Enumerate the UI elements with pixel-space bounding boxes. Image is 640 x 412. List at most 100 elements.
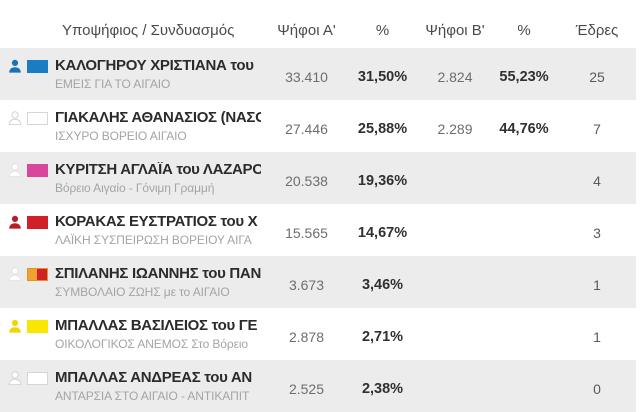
seats-value: 1 <box>593 329 601 345</box>
candidate-person-icon <box>9 59 21 73</box>
candidate-name: ΜΠΑΛΛΑΣ ΒΑΣΙΛΕΙΟΣ του ΓΕ <box>55 318 258 334</box>
candidate-name: ΜΠΑΛΛΑΣ ΑΝΔΡΕΑΣ του ΑΝ <box>55 370 252 386</box>
votes-a-value: 3.673 <box>288 277 325 293</box>
table-header-row: Υποψήφιος / Συνδυασμός Ψήφοι Α' % Ψήφοι … <box>0 0 636 48</box>
candidate-name: ΚΟΡΑΚΑΣ ΕΥΣΤΡΑΤΙΟΣ του Χ <box>55 214 258 230</box>
candidate-icons <box>8 215 48 229</box>
pct-a-value: 25,88% <box>357 121 408 137</box>
party-name: Βόρειο Αιγαίο - Γόνιμη Γραμμή <box>55 181 215 195</box>
candidate-text: ΓΙΑΚΑΛΗΣ ΑΘΑΝΑΣΙΟΣ (ΝΑΣΟ ΙΣΧΥΡΟ ΒΟΡΕΙΟ Α… <box>55 110 261 143</box>
table-row[interactable]: ΚΥΡΙΤΣΗ ΑΓΛΑΪΑ του ΛΑΖΑΡΟ Βόρειο Αιγαίο … <box>0 152 636 204</box>
table-row[interactable]: ΣΠΙΛΑΝΗΣ ΙΩΑΝΝΗΣ του ΠΑΝ ΣΥΜΒΟΛΑΙΟ ΖΩΗΣ … <box>0 256 636 308</box>
candidate-text: ΜΠΑΛΛΑΣ ΒΑΣΙΛΕΙΟΣ του ΓΕ ΟΙΚΟΛΟΓΙΚΟΣ ΑΝΕ… <box>55 318 261 351</box>
pct-a-value: 2,71% <box>361 329 404 345</box>
votes-b-value <box>420 152 490 204</box>
votes-b-column-header: Ψήφοι Β' <box>425 22 485 39</box>
seats-value: 0 <box>593 381 601 397</box>
votes-b-value <box>420 204 490 256</box>
candidate-person-icon <box>8 111 22 125</box>
seats-value: 1 <box>593 277 601 293</box>
candidate-text: ΣΠΙΛΑΝΗΣ ΙΩΑΝΝΗΣ του ΠΑΝ ΣΥΜΒΟΛΑΙΟ ΖΩΗΣ … <box>55 266 261 299</box>
candidate-cell: ΜΠΑΛΛΑΣ ΒΑΣΙΛΕΙΟΣ του ΓΕ ΟΙΚΟΛΟΓΙΚΟΣ ΑΝΕ… <box>0 308 268 360</box>
pct-b-value <box>490 152 558 204</box>
candidate-text: ΚΑΛΟΓΗΡΟΥ ΧΡΙΣΤΙΑΝΑ του ΕΜΕΙΣ ΓΙΑ ΤΟ ΑΙΓ… <box>55 58 261 91</box>
candidate-icons <box>8 111 48 125</box>
party-name: ΟΙΚΟΛΟΓΙΚΟΣ ΑΝΕΜΟΣ Στο Βόρειο <box>55 337 248 351</box>
votes-a-value: 27.446 <box>285 121 328 137</box>
candidate-person-icon <box>8 163 22 177</box>
candidate-icons <box>8 163 48 177</box>
pct-a-value: 19,36% <box>357 173 408 189</box>
party-color-swatch <box>27 319 48 333</box>
votes-a-value: 20.538 <box>285 173 328 189</box>
pct-b-value <box>490 204 558 256</box>
candidate-cell: ΚΥΡΙΤΣΗ ΑΓΛΑΪΑ του ΛΑΖΑΡΟ Βόρειο Αιγαίο … <box>0 152 268 204</box>
table-row[interactable]: ΓΙΑΚΑΛΗΣ ΑΘΑΝΑΣΙΟΣ (ΝΑΣΟ ΙΣΧΥΡΟ ΒΟΡΕΙΟ Α… <box>0 100 636 152</box>
party-color-swatch <box>27 267 48 281</box>
candidate-column-header: Υποψήφιος / Συνδυασμός <box>62 22 235 39</box>
table-row[interactable]: ΚΟΡΑΚΑΣ ΕΥΣΤΡΑΤΙΟΣ του Χ ΛΑΪΚΗ ΣΥΣΠΕΙΡΩΣ… <box>0 204 636 256</box>
votes-a-value: 2.878 <box>288 329 325 345</box>
candidate-cell: ΚΟΡΑΚΑΣ ΕΥΣΤΡΑΤΙΟΣ του Χ ΛΑΪΚΗ ΣΥΣΠΕΙΡΩΣ… <box>0 204 268 256</box>
party-name: ΙΣΧΥΡΟ ΒΟΡΕΙΟ ΑΙΓΑΙΟ <box>55 129 187 143</box>
candidate-person-icon <box>8 371 22 385</box>
table-row[interactable]: ΜΠΑΛΛΑΣ ΑΝΔΡΕΑΣ του ΑΝ ΑΝΤΑΡΣΙΑ ΣΤΟ ΑΙΓΑ… <box>0 360 636 412</box>
votes-a-column-header: Ψήφοι Α' <box>277 22 336 39</box>
candidate-cell: ΣΠΙΛΑΝΗΣ ΙΩΑΝΝΗΣ του ΠΑΝ ΣΥΜΒΟΛΑΙΟ ΖΩΗΣ … <box>0 256 268 308</box>
votes-b-value: 2.824 <box>437 69 473 85</box>
seats-column-header: Έδρες <box>575 22 619 39</box>
pct-a-value: 2,38% <box>361 381 404 397</box>
party-name: ΣΥΜΒΟΛΑΙΟ ΖΩΗΣ με το ΑΙΓΑΙΟ <box>55 285 230 299</box>
candidate-name: ΣΠΙΛΑΝΗΣ ΙΩΑΝΝΗΣ του ΠΑΝ <box>55 266 261 282</box>
candidate-person-icon <box>8 267 22 281</box>
votes-b-value <box>420 256 490 308</box>
table-row[interactable]: ΚΑΛΟΓΗΡΟΥ ΧΡΙΣΤΙΑΝΑ του ΕΜΕΙΣ ΓΙΑ ΤΟ ΑΙΓ… <box>0 48 636 100</box>
pct-b-column-header: % <box>517 22 531 39</box>
pct-b-value <box>490 360 558 412</box>
party-color-swatch <box>27 371 48 385</box>
votes-b-value: 2.289 <box>437 121 473 137</box>
party-color-swatch <box>27 59 48 73</box>
pct-a-value: 31,50% <box>357 69 408 85</box>
candidate-text: ΜΠΑΛΛΑΣ ΑΝΔΡΕΑΣ του ΑΝ ΑΝΤΑΡΣΙΑ ΣΤΟ ΑΙΓΑ… <box>55 370 261 403</box>
table-row[interactable]: ΜΠΑΛΛΑΣ ΒΑΣΙΛΕΙΟΣ του ΓΕ ΟΙΚΟΛΟΓΙΚΟΣ ΑΝΕ… <box>0 308 636 360</box>
votes-b-value <box>420 308 490 360</box>
candidate-person-icon <box>9 319 21 333</box>
party-color-swatch <box>27 215 48 229</box>
candidate-name: ΓΙΑΚΑΛΗΣ ΑΘΑΝΑΣΙΟΣ (ΝΑΣΟ <box>55 110 261 126</box>
candidate-icons <box>8 59 48 73</box>
candidate-name: ΚΥΡΙΤΣΗ ΑΓΛΑΪΑ του ΛΑΖΑΡΟ <box>55 162 261 178</box>
party-name: ΛΑΪΚΗ ΣΥΣΠΕΙΡΩΣΗ ΒΟΡΕΙΟΥ ΑΙΓΑ <box>55 233 252 247</box>
candidate-cell: ΚΑΛΟΓΗΡΟΥ ΧΡΙΣΤΙΑΝΑ του ΕΜΕΙΣ ΓΙΑ ΤΟ ΑΙΓ… <box>0 48 268 100</box>
party-name: ΑΝΤΑΡΣΙΑ ΣΤΟ ΑΙΓΑΙΟ - ΑΝΤΙΚΑΠΙΤ <box>55 389 250 403</box>
candidate-text: ΚΟΡΑΚΑΣ ΕΥΣΤΡΑΤΙΟΣ του Χ ΛΑΪΚΗ ΣΥΣΠΕΙΡΩΣ… <box>55 214 261 247</box>
pct-b-value <box>490 308 558 360</box>
votes-a-value: 15.565 <box>285 225 328 241</box>
votes-a-value: 2.525 <box>288 381 325 397</box>
pct-b-value: 44,76% <box>499 121 549 137</box>
pct-a-value: 14,67% <box>357 225 408 241</box>
candidate-cell: ΓΙΑΚΑΛΗΣ ΑΘΑΝΑΣΙΟΣ (ΝΑΣΟ ΙΣΧΥΡΟ ΒΟΡΕΙΟ Α… <box>0 100 268 152</box>
votes-b-value <box>420 360 490 412</box>
seats-value: 3 <box>593 225 601 241</box>
votes-a-value: 33.410 <box>285 69 328 85</box>
party-color-swatch <box>27 111 48 125</box>
pct-b-value <box>490 256 558 308</box>
party-name: ΕΜΕΙΣ ΓΙΑ ΤΟ ΑΙΓΑΙΟ <box>55 77 171 91</box>
candidate-person-icon <box>9 215 21 229</box>
table-body: ΚΑΛΟΓΗΡΟΥ ΧΡΙΣΤΙΑΝΑ του ΕΜΕΙΣ ΓΙΑ ΤΟ ΑΙΓ… <box>0 48 636 412</box>
pct-a-column-header: % <box>375 22 390 39</box>
pct-b-value: 55,23% <box>499 69 549 85</box>
candidate-icons <box>8 319 48 333</box>
candidate-icons <box>8 267 48 281</box>
candidate-cell: ΜΠΑΛΛΑΣ ΑΝΔΡΕΑΣ του ΑΝ ΑΝΤΑΡΣΙΑ ΣΤΟ ΑΙΓΑ… <box>0 360 268 412</box>
candidate-icons <box>8 371 48 385</box>
seats-value: 25 <box>589 69 605 85</box>
pct-a-value: 3,46% <box>361 277 404 293</box>
candidate-text: ΚΥΡΙΤΣΗ ΑΓΛΑΪΑ του ΛΑΖΑΡΟ Βόρειο Αιγαίο … <box>55 162 261 195</box>
seats-value: 4 <box>593 173 601 189</box>
candidate-name: ΚΑΛΟΓΗΡΟΥ ΧΡΙΣΤΙΑΝΑ του <box>55 58 254 74</box>
party-color-swatch <box>27 163 48 177</box>
